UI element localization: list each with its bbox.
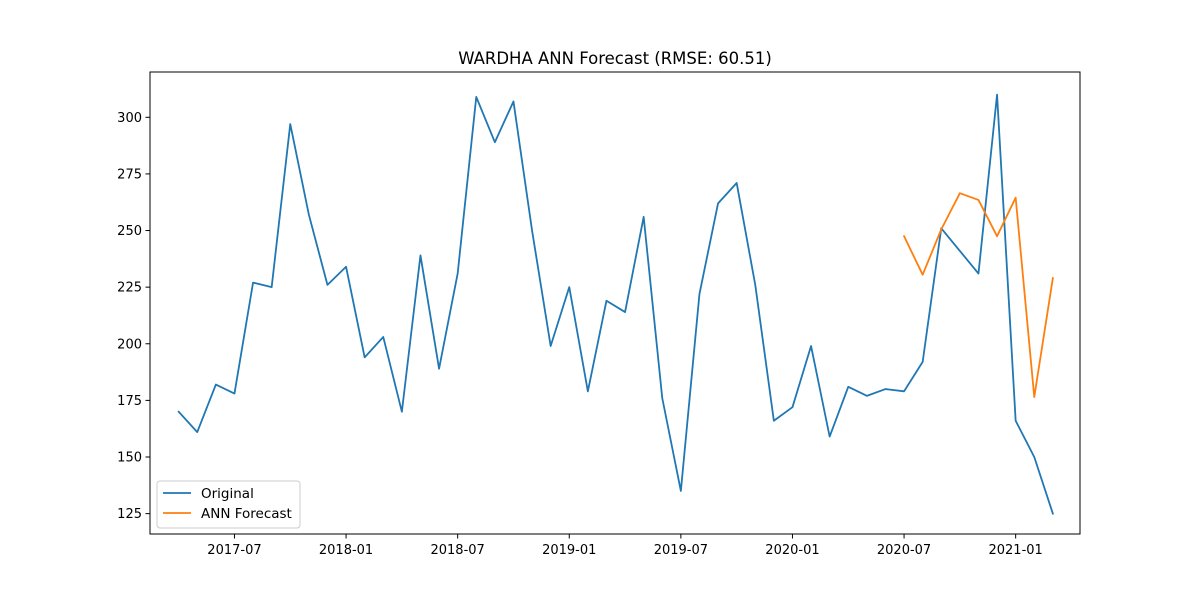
y-tick-label: 125 [117, 507, 142, 522]
plot-frame [149, 71, 1081, 535]
legend: Original ANN Forecast [156, 480, 301, 529]
legend-label-ann-forecast: ANN Forecast [201, 506, 292, 522]
x-tick-label: 2020-07 [877, 543, 931, 558]
y-tick-label: 275 [117, 167, 142, 182]
y-tick-label: 250 [117, 224, 142, 239]
y-tick-label: 150 [117, 451, 142, 466]
legend-label-original: Original [201, 486, 254, 502]
x-tick-label: 2018-07 [430, 543, 484, 558]
legend-box [156, 480, 301, 529]
x-tick-label: 2019-07 [654, 543, 708, 558]
x-tick-label: 2021-01 [988, 543, 1042, 558]
y-tick-label: 225 [117, 281, 142, 296]
y-tick-label: 300 [117, 111, 142, 126]
x-tick-label: 2020-01 [765, 543, 819, 558]
y-tick-label: 200 [117, 337, 142, 352]
y-axis: 125 150 175 200 225 250 275 300 [117, 111, 150, 522]
chart-title: WARDHA ANN Forecast (RMSE: 60.51) [458, 49, 772, 68]
x-tick-label: 2019-01 [542, 543, 596, 558]
series-line-original [177, 93, 1054, 515]
y-tick-label: 175 [117, 394, 142, 409]
series-line-ann-forecast [902, 192, 1054, 398]
plot-lines [177, 93, 1054, 515]
x-axis: 2017-07 2018-01 2018-07 2019-01 2019-07 2020-… [207, 534, 1043, 558]
x-tick-label: 2018-01 [319, 543, 373, 558]
x-tick-label: 2017-07 [207, 543, 261, 558]
